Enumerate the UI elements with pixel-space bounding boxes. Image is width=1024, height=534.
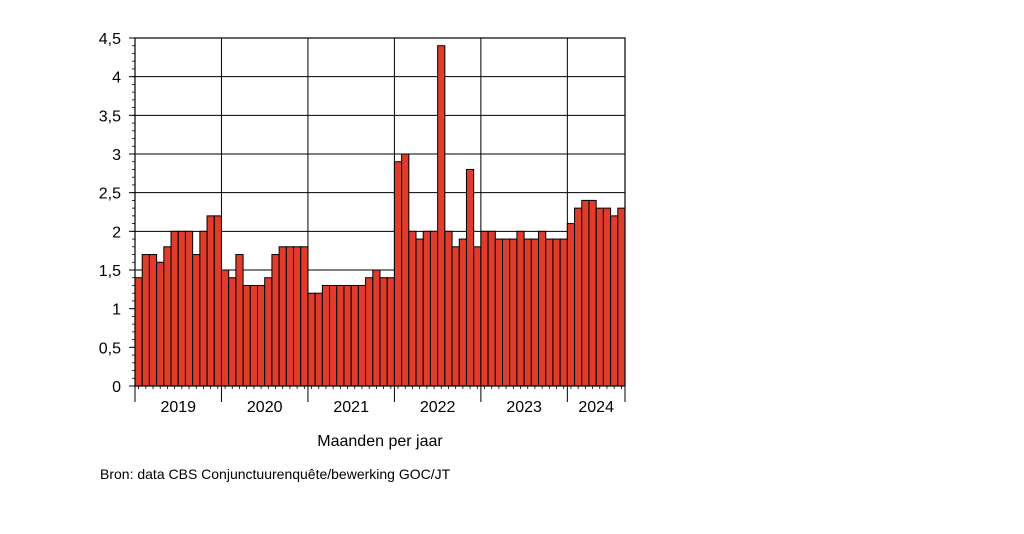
bar	[285, 246, 295, 387]
y-tick-label: 4	[112, 70, 121, 87]
bar	[610, 215, 619, 387]
x-tick-label: 2023	[506, 399, 542, 416]
bar	[386, 277, 395, 387]
bar	[177, 230, 186, 387]
y-tick-label: 1	[112, 302, 121, 319]
bars	[134, 45, 626, 387]
bar	[393, 161, 403, 387]
bar	[581, 199, 590, 387]
bar	[199, 230, 208, 387]
y-tick-label: 3,5	[99, 108, 121, 125]
bar	[365, 277, 374, 387]
bar	[473, 246, 482, 387]
bar	[271, 254, 280, 387]
bar	[408, 230, 417, 387]
bar	[602, 207, 612, 387]
bar	[451, 246, 460, 387]
plot-frame	[134, 37, 626, 387]
y-axis: 0 0,5 1 1,5 2 2,5 3 3,5 4 4,5	[99, 31, 135, 396]
y-tick-label: 0	[112, 379, 121, 396]
x-tick-label: 2020	[247, 399, 283, 416]
bar	[141, 254, 150, 387]
bar	[192, 254, 201, 387]
bar	[278, 246, 287, 387]
y-tick-label: 0,5	[99, 340, 121, 357]
bar	[487, 230, 496, 387]
bar	[480, 230, 489, 387]
bar	[574, 207, 583, 387]
bar	[538, 230, 547, 387]
bar	[552, 238, 561, 387]
bar	[516, 230, 525, 387]
bar	[357, 284, 367, 387]
bar	[530, 238, 540, 387]
x-tick-label: 2021	[333, 399, 369, 416]
y-tick-label: 3	[112, 147, 121, 164]
bar	[343, 284, 352, 387]
y-tick-label: 2,5	[99, 186, 121, 203]
bar	[184, 230, 194, 387]
bar	[148, 254, 158, 387]
bar	[379, 277, 388, 387]
bar	[401, 153, 410, 387]
x-axis-label: Maanden per jaar	[317, 433, 443, 450]
bar	[257, 284, 266, 387]
bar	[429, 230, 439, 387]
y-tick-label: 1,5	[99, 263, 121, 280]
bar	[559, 238, 568, 387]
bar	[242, 284, 251, 387]
y-tick-label: 4,5	[99, 31, 121, 48]
bar	[307, 292, 316, 387]
bar	[372, 269, 381, 387]
bar	[170, 230, 179, 387]
bar	[588, 199, 597, 387]
bar	[465, 168, 475, 387]
bar	[163, 246, 172, 387]
bar	[321, 284, 331, 387]
bar	[206, 215, 215, 387]
y-tick-label: 2	[112, 224, 121, 241]
x-tick-label: 2019	[160, 399, 196, 416]
bar	[444, 230, 453, 387]
bar	[329, 284, 338, 387]
bar	[523, 238, 532, 387]
bar	[595, 207, 604, 387]
bar	[228, 277, 237, 387]
bar	[300, 246, 309, 387]
x-tick-label: 2024	[578, 399, 614, 416]
bar	[293, 246, 302, 387]
bar	[422, 230, 431, 387]
bar	[617, 207, 626, 387]
plot-border	[134, 37, 626, 387]
bar	[415, 238, 424, 387]
x-tick-label: 2022	[420, 399, 456, 416]
bar	[545, 238, 554, 387]
bar	[249, 284, 258, 387]
bar	[437, 45, 446, 387]
bar	[220, 269, 230, 387]
bar	[458, 238, 467, 387]
bar	[213, 215, 222, 387]
bar	[134, 277, 143, 387]
bar	[494, 238, 504, 387]
bar	[336, 284, 345, 387]
bar	[314, 292, 323, 387]
bar	[509, 238, 518, 387]
bar	[235, 254, 244, 387]
bar	[350, 284, 359, 387]
bar	[502, 238, 511, 387]
bar	[264, 277, 273, 387]
bar	[156, 261, 165, 387]
bar	[566, 223, 576, 387]
source-note: Bron: data CBS Conjunctuurenquête/bewerk…	[100, 466, 451, 482]
x-axis: 2019 2020 2021 2022 2023 2024	[134, 386, 626, 416]
